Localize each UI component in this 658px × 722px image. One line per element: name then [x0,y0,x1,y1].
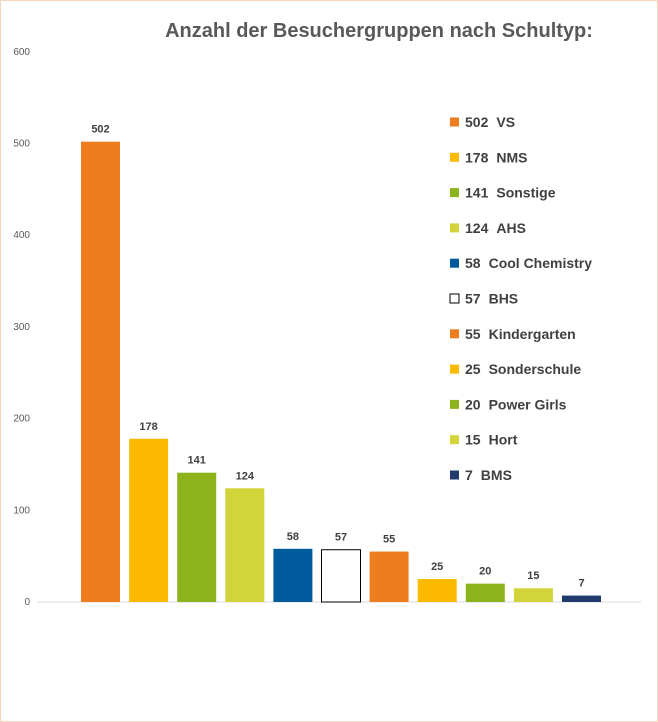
data-label: 58 [287,531,299,543]
bar-sonderschule[interactable] [417,579,457,602]
legend-value: 15 [465,432,481,448]
legend-value: 502 [465,114,489,130]
legend-label: NMS [496,149,527,165]
legend-label: Cool Chemistry [489,255,593,271]
legend-swatch [450,435,459,445]
data-label: 15 [527,570,539,582]
legend-label: BMS [481,467,512,483]
y-tick-label: 100 [13,505,30,516]
legend-entry: 15 Hort [465,432,518,448]
legend-entry: 141 Sonstige [465,185,556,201]
data-label: 502 [91,124,109,136]
y-tick-label: 500 [13,139,30,150]
legend-label: AHS [496,220,526,236]
legend-entry: 124 AHS [465,220,526,236]
legend-swatch [450,188,459,198]
bar-nms[interactable] [129,438,169,602]
y-tick-label: 200 [13,414,30,425]
y-tick-label: 600 [13,47,30,58]
y-axis: 0 100 200 300 400 500 600 [13,47,30,608]
legend-value: 55 [465,326,481,342]
bar-series: 502 178 141 124 58 57 55 25 20 15 7 [81,124,601,603]
data-label: 25 [431,561,443,573]
legend-value: 58 [465,255,481,271]
bar-hort[interactable] [513,588,553,602]
legend-value: 25 [465,361,481,377]
legend: 502 VS 178 NMS 141 Sonstige 124 AHS 58 Cool Chemi… [449,114,592,483]
legend-value: 178 [465,149,489,165]
legend-swatch [450,152,459,162]
data-label: 141 [188,455,206,467]
legend-entry: 20 Power Girls [465,396,567,412]
legend-label: Sonstige [496,185,555,201]
chart-title: Anzahl der Besuchergruppen nach Schultyp… [165,20,593,42]
data-label: 178 [139,421,157,433]
data-label: 55 [383,534,395,546]
bar-vs[interactable] [81,141,120,602]
legend-value: 57 [465,291,481,307]
legend-value: 7 [465,467,473,483]
legend-swatch [450,399,459,409]
data-label: 57 [335,532,347,544]
legend-swatch [450,117,459,127]
legend-label: VS [496,114,515,130]
legend-swatch [450,470,459,480]
bar-kindergarten[interactable] [369,551,409,602]
legend-label: Hort [489,432,518,448]
bar-cool-chemistry[interactable] [273,548,313,602]
bar-sonstige[interactable] [177,472,217,602]
legend-swatch [450,364,459,374]
data-label: 7 [578,578,584,590]
legend-entry: 25 Sonderschule [465,361,581,377]
legend-value: 124 [465,220,489,236]
data-label: 20 [479,566,491,578]
legend-swatch [450,258,459,268]
y-tick-label: 300 [13,322,30,333]
legend-value: 141 [465,185,489,201]
bar-bhs[interactable] [321,549,361,603]
legend-swatch [449,293,460,304]
y-tick-label: 400 [13,230,30,241]
bar-power-girls[interactable] [465,583,505,602]
legend-swatch [450,329,459,339]
y-tick-label: 0 [24,597,30,608]
legend-entry: 178 NMS [465,149,527,165]
legend-entry: 7 BMS [465,467,512,483]
legend-entry: 55 Kindergarten [465,326,576,342]
legend-label: Sonderschule [489,361,582,377]
legend-label: BHS [489,291,519,307]
data-label: 124 [236,470,255,482]
legend-label: Kindergarten [489,326,576,342]
legend-swatch [450,223,459,233]
legend-value: 20 [465,396,481,412]
bar-ahs[interactable] [225,488,265,602]
legend-entry: 57 BHS [465,291,518,307]
legend-label: Power Girls [489,396,567,412]
legend-entry: 58 Cool Chemistry [465,255,592,271]
bar-bms[interactable] [562,595,601,602]
legend-entry: 502 VS [465,114,515,130]
